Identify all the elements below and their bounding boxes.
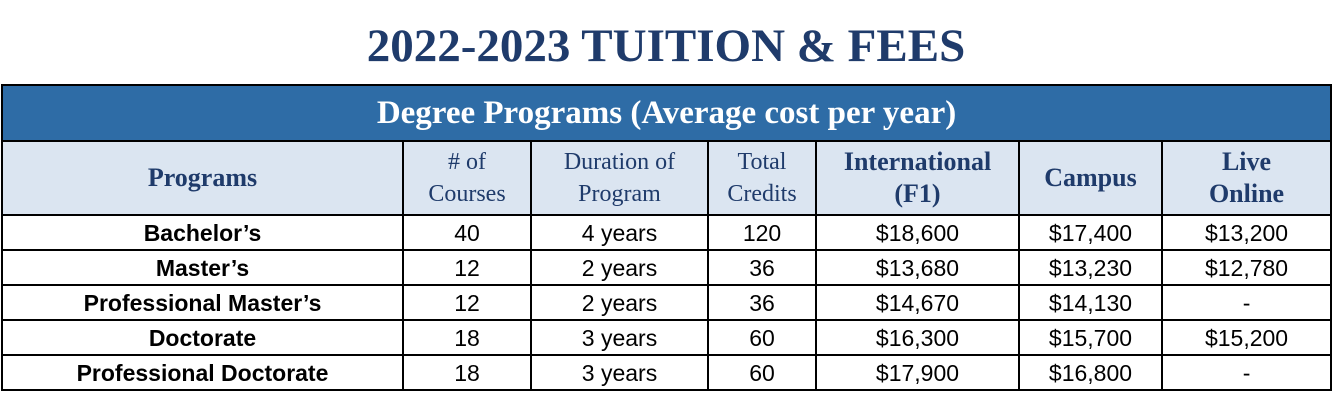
header-live-online: Live Online — [1160, 140, 1332, 216]
campus-cell: $15,700 — [1018, 319, 1163, 356]
table-banner: Degree Programs (Average cost per year) — [0, 84, 1332, 142]
page-title: 2022-2023 TUITION & FEES — [366, 20, 966, 72]
courses-cell: 18 — [402, 319, 532, 356]
credits-cell: 60 — [707, 319, 817, 356]
online-cell: - — [1160, 354, 1332, 391]
online-cell: $15,200 — [1160, 319, 1332, 356]
online-cell: - — [1160, 284, 1332, 321]
header-programs: Programs — [1, 140, 404, 216]
credits-cell: 120 — [707, 214, 817, 251]
duration-cell: 2 years — [530, 249, 709, 286]
program-cell: Doctorate — [1, 319, 404, 356]
duration-cell: 3 years — [530, 319, 709, 356]
international-cell: $16,300 — [815, 319, 1020, 356]
tuition-table: Degree Programs (Average cost per year) … — [0, 84, 1332, 391]
table-row: Doctorate 18 3 years 60 $16,300 $15,700 … — [1, 319, 1332, 356]
program-cell: Professional Master’s — [1, 284, 404, 321]
campus-cell: $13,230 — [1018, 249, 1163, 286]
duration-cell: 4 years — [530, 214, 709, 251]
header-duration: Duration of Program — [530, 140, 709, 216]
international-cell: $18,600 — [815, 214, 1020, 251]
header-row: Programs # of Courses Duration of Progra… — [1, 140, 1332, 216]
program-cell: Professional Doctorate — [1, 354, 404, 391]
campus-cell: $17,400 — [1018, 214, 1163, 251]
duration-cell: 3 years — [530, 354, 709, 391]
header-credits: Total Credits — [707, 140, 817, 216]
courses-cell: 18 — [402, 354, 532, 391]
credits-cell: 60 — [707, 354, 817, 391]
international-cell: $14,670 — [815, 284, 1020, 321]
table-row: Bachelor’s 40 4 years 120 $18,600 $17,40… — [1, 214, 1332, 251]
courses-cell: 12 — [402, 249, 532, 286]
international-cell: $17,900 — [815, 354, 1020, 391]
credits-cell: 36 — [707, 284, 817, 321]
online-cell: $12,780 — [1160, 249, 1332, 286]
international-cell: $13,680 — [815, 249, 1020, 286]
program-cell: Bachelor’s — [1, 214, 404, 251]
campus-cell: $16,800 — [1018, 354, 1163, 391]
campus-cell: $14,130 — [1018, 284, 1163, 321]
table-row: Professional Master’s 12 2 years 36 $14,… — [1, 284, 1332, 321]
courses-cell: 40 — [402, 214, 532, 251]
courses-cell: 12 — [402, 284, 532, 321]
header-campus: Campus — [1018, 140, 1163, 216]
header-courses: # of Courses — [402, 140, 532, 216]
table-row: Professional Doctorate 18 3 years 60 $17… — [1, 354, 1332, 391]
program-cell: Master’s — [1, 249, 404, 286]
credits-cell: 36 — [707, 249, 817, 286]
header-international: International (F1) — [815, 140, 1020, 216]
table-row: Master’s 12 2 years 36 $13,680 $13,230 $… — [1, 249, 1332, 286]
online-cell: $13,200 — [1160, 214, 1332, 251]
duration-cell: 2 years — [530, 284, 709, 321]
